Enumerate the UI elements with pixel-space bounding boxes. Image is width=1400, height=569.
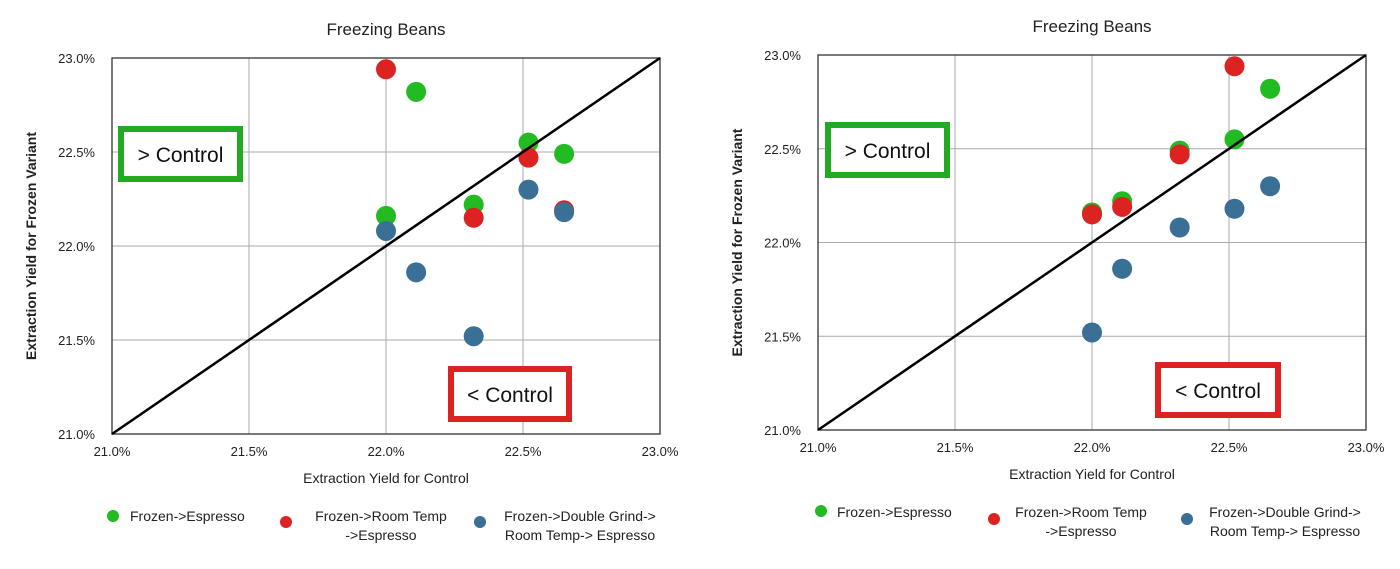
legend-item-2: Frozen->Room Temp ->Espresso bbox=[988, 504, 1147, 539]
legend-marker bbox=[107, 510, 119, 522]
data-point-series-3 bbox=[518, 179, 539, 200]
reference-line bbox=[817, 53, 1367, 432]
above-control-annotation-box bbox=[118, 126, 243, 182]
x-tick-label: 21.5% bbox=[231, 444, 268, 459]
data-point-series-3 bbox=[1082, 322, 1102, 343]
x-tick-label: 22.5% bbox=[1211, 440, 1248, 455]
data-point-series-3 bbox=[1260, 176, 1281, 197]
legend-marker bbox=[988, 513, 1000, 525]
y-tick-label: 23.0% bbox=[764, 48, 801, 63]
data-point-series-3 bbox=[1224, 198, 1245, 219]
below-control-annotation: < Control bbox=[448, 366, 572, 422]
x-tick-label: 23.0% bbox=[642, 444, 679, 459]
data-point-series-1 bbox=[1224, 129, 1245, 150]
y-tick-label: 23.0% bbox=[58, 51, 95, 66]
legend-label: Frozen->Double Grind-> bbox=[1209, 504, 1361, 520]
below-control-annotation-box bbox=[448, 366, 572, 422]
above-control-annotation: > Control bbox=[825, 122, 950, 178]
legend-label: ->Espresso bbox=[1045, 523, 1116, 539]
x-axis-label: Extraction Yield for Control bbox=[303, 470, 469, 486]
x-tick-label: 21.0% bbox=[800, 440, 837, 455]
data-point-series-2 bbox=[518, 147, 539, 168]
data-point-series-2 bbox=[1169, 144, 1190, 165]
data-point-series-1 bbox=[1260, 78, 1281, 99]
data-point-series-1 bbox=[376, 205, 396, 226]
data-point-series-3 bbox=[376, 220, 396, 241]
legend-marker bbox=[474, 516, 486, 528]
data-point-series-1 bbox=[518, 132, 539, 153]
x-axis-label: Extraction Yield for Control bbox=[1009, 466, 1175, 482]
y-tick-label: 22.5% bbox=[764, 142, 801, 157]
legend-label: Room Temp-> Espresso bbox=[505, 527, 656, 543]
data-point-series-3 bbox=[1112, 258, 1133, 279]
chart-1: Freezing Beans 21.0% 21.5% 22.0% 22.5% 23.0% 2… bbox=[23, 20, 679, 543]
y-tick-label: 21.5% bbox=[58, 333, 95, 348]
below-control-annotation: < Control bbox=[1155, 362, 1281, 418]
legend-item-2: Frozen->Room Temp ->Espresso bbox=[280, 508, 447, 543]
legend-label: ->Espresso bbox=[345, 527, 416, 543]
x-tick-label: 22.5% bbox=[505, 444, 542, 459]
legend-item-3: Frozen->Double Grind-> Room Temp-> Espres… bbox=[1181, 504, 1361, 539]
legend-item-1: Frozen->Espresso bbox=[107, 508, 245, 524]
legend-item-1: Frozen->Espresso bbox=[815, 504, 952, 520]
below-control-annotation-text: < Control bbox=[1175, 380, 1261, 403]
legend-label: Frozen->Espresso bbox=[130, 508, 245, 524]
data-point-series-2 bbox=[1224, 56, 1245, 77]
y-axis-label: Extraction Yield for Frozen Variant bbox=[23, 132, 39, 360]
legend-label: Frozen->Espresso bbox=[837, 504, 952, 520]
data-point-series-3 bbox=[554, 202, 575, 223]
legend-marker bbox=[815, 505, 827, 517]
x-tick-label: 22.0% bbox=[368, 444, 405, 459]
x-tick-label: 21.0% bbox=[94, 444, 131, 459]
plot-area bbox=[111, 57, 661, 435]
plot-area bbox=[817, 54, 1367, 431]
y-tick-label: 21.5% bbox=[764, 329, 801, 344]
data-point-series-3 bbox=[406, 262, 427, 283]
data-point-series-2 bbox=[463, 207, 484, 228]
y-axis-label: Extraction Yield for Frozen Variant bbox=[729, 128, 745, 356]
legend-label: Room Temp-> Espresso bbox=[1210, 523, 1361, 539]
chart-2: Freezing Beans 21.0% 21.5% 22.0% 22.5% 23.0% 2… bbox=[729, 17, 1385, 539]
reference-line bbox=[111, 56, 661, 436]
x-tick-label: 22.0% bbox=[1074, 440, 1111, 455]
above-control-annotation-text: > Control bbox=[845, 140, 931, 163]
data-point-series-2 bbox=[1082, 204, 1102, 225]
y-tick-label: 22.0% bbox=[58, 239, 95, 254]
x-tick-label: 23.0% bbox=[1348, 440, 1385, 455]
y-tick-label: 21.0% bbox=[58, 427, 95, 442]
data-point-series-3 bbox=[1169, 217, 1190, 238]
data-point-series-1 bbox=[554, 143, 575, 164]
legend-item-3: Frozen->Double Grind-> Room Temp-> Espres… bbox=[474, 508, 656, 543]
legend-label: Frozen->Double Grind-> bbox=[504, 508, 656, 524]
legend-marker bbox=[1181, 513, 1193, 525]
below-control-annotation-text: < Control bbox=[467, 384, 553, 407]
above-control-annotation-text: > Control bbox=[138, 144, 224, 167]
y-tick-label: 22.0% bbox=[764, 236, 801, 251]
below-control-annotation-box bbox=[1155, 362, 1281, 418]
legend-marker bbox=[280, 516, 292, 528]
x-tick-label: 21.5% bbox=[937, 440, 974, 455]
data-point-series-1 bbox=[406, 81, 427, 102]
chart-title: Freezing Beans bbox=[326, 20, 445, 39]
data-point-series-3 bbox=[463, 326, 484, 347]
above-control-annotation: > Control bbox=[118, 126, 243, 182]
y-tick-label: 22.5% bbox=[58, 145, 95, 160]
data-point-series-2 bbox=[1112, 196, 1133, 217]
above-control-annotation-box bbox=[825, 122, 950, 178]
legend-label: Frozen->Room Temp bbox=[1015, 504, 1147, 520]
chart-title: Freezing Beans bbox=[1032, 17, 1151, 36]
data-point-series-2 bbox=[376, 59, 396, 80]
legend-label: Frozen->Room Temp bbox=[315, 508, 447, 524]
y-tick-label: 21.0% bbox=[764, 423, 801, 438]
